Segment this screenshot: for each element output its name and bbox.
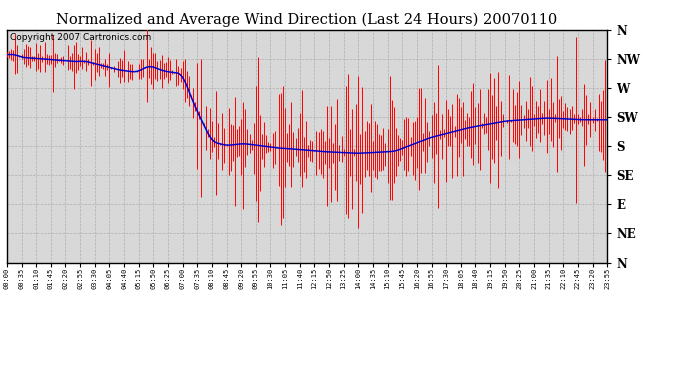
- Text: Copyright 2007 Cartronics.com: Copyright 2007 Cartronics.com: [10, 33, 151, 42]
- Title: Normalized and Average Wind Direction (Last 24 Hours) 20070110: Normalized and Average Wind Direction (L…: [57, 13, 558, 27]
